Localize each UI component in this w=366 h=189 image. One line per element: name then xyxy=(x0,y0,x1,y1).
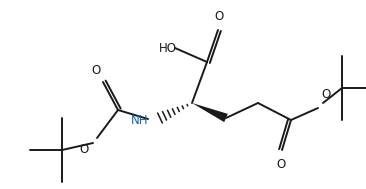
Text: O: O xyxy=(92,64,101,77)
Text: O: O xyxy=(321,88,330,101)
Text: O: O xyxy=(214,10,224,23)
Polygon shape xyxy=(192,103,228,122)
Text: O: O xyxy=(276,158,285,171)
Text: HO: HO xyxy=(159,42,177,54)
Text: NH: NH xyxy=(131,114,148,126)
Text: O: O xyxy=(80,143,89,156)
